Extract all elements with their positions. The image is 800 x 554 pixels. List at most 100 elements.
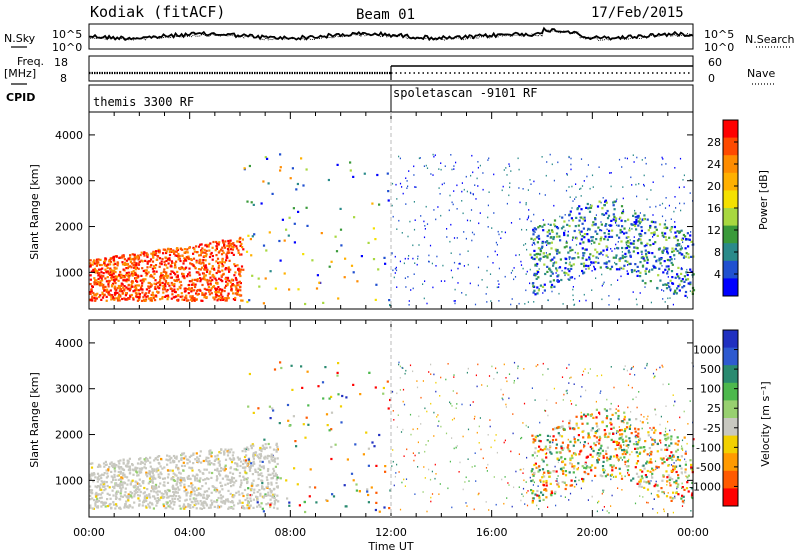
echo-cell <box>367 493 370 497</box>
echo-cell <box>211 254 214 258</box>
echo-cell <box>227 500 230 503</box>
echo-cell <box>459 253 461 256</box>
echo-cell <box>238 457 241 460</box>
echo-cell <box>236 240 239 243</box>
echo-cell <box>679 157 682 160</box>
echo-cell <box>659 262 662 265</box>
echo-cell <box>243 469 246 472</box>
echo-cell <box>647 422 649 424</box>
echo-cell <box>477 161 479 163</box>
echo-cell <box>100 298 103 301</box>
echo-cell <box>197 268 201 271</box>
echo-cell <box>636 274 639 277</box>
echo-cell <box>214 296 217 299</box>
echo-cell <box>106 492 109 495</box>
echo-cell <box>667 457 670 460</box>
echo-cell <box>226 294 229 297</box>
echo-cell <box>112 272 115 275</box>
echo-cell <box>104 257 107 260</box>
echo-cell <box>531 454 534 457</box>
echo-cell <box>530 256 533 259</box>
echo-cell <box>334 235 337 238</box>
echo-cell <box>138 470 141 473</box>
echo-cell <box>125 500 128 503</box>
echo-cell <box>601 374 603 377</box>
echo-cell <box>625 465 628 468</box>
echo-cell <box>256 498 259 501</box>
echo-cell <box>227 268 230 271</box>
echo-cell <box>276 485 279 488</box>
echo-cell <box>297 210 300 213</box>
echo-cell <box>257 455 260 459</box>
echo-cell <box>597 429 599 431</box>
echo-cell <box>89 265 92 268</box>
echo-cell <box>579 441 581 444</box>
echo-cell <box>153 272 156 276</box>
echo-cell <box>670 258 673 261</box>
echo-cell <box>209 242 212 245</box>
echo-cell <box>242 268 245 271</box>
echo-cell <box>326 424 329 427</box>
echo-cell <box>134 268 137 271</box>
echo-cell <box>557 461 559 464</box>
echo-cell <box>568 270 571 273</box>
echo-cell <box>195 292 198 295</box>
echo-cell <box>140 468 143 471</box>
echo-cell <box>655 468 657 471</box>
echo-cell <box>149 496 152 499</box>
echo-cell <box>258 448 261 451</box>
echo-cell <box>99 284 102 287</box>
echo-cell <box>223 244 226 247</box>
echo-cell <box>556 249 559 252</box>
echo-cell <box>621 475 623 477</box>
echo-cell <box>626 240 629 243</box>
echo-cell <box>210 455 213 458</box>
echo-cell <box>152 469 155 472</box>
echo-cell <box>680 267 683 269</box>
echo-cell <box>218 451 221 454</box>
echo-cell <box>190 290 193 293</box>
echo-cell <box>618 236 621 239</box>
echo-cell <box>115 278 118 281</box>
echo-cell <box>214 468 217 471</box>
echo-cell <box>532 257 535 260</box>
echo-cell <box>578 205 581 208</box>
echo-cell <box>122 474 125 477</box>
echo-cell <box>244 450 247 453</box>
echo-cell <box>658 257 661 260</box>
echo-cell <box>671 455 673 457</box>
echo-cell <box>624 157 626 159</box>
echo-cell <box>505 377 507 379</box>
echo-cell <box>553 179 555 182</box>
echo-cell <box>335 250 339 253</box>
echo-cell <box>251 274 254 277</box>
echo-cell <box>272 474 275 478</box>
echo-cell <box>156 290 159 293</box>
echo-cell <box>356 280 359 283</box>
echo-cell <box>377 268 380 271</box>
echo-cell <box>241 501 244 504</box>
echo-cell <box>494 439 496 442</box>
echo-cell <box>111 296 114 299</box>
echo-cell <box>392 449 394 451</box>
echo-cell <box>259 460 262 463</box>
echo-cell <box>629 242 632 245</box>
echo-cell <box>571 257 574 260</box>
echo-cell <box>105 469 108 472</box>
echo-cell <box>222 273 225 276</box>
echo-cell <box>573 465 576 468</box>
echo-cell <box>578 453 581 456</box>
echo-cell <box>586 229 589 232</box>
echo-cell <box>270 481 273 484</box>
echo-cell <box>586 422 589 425</box>
echo-cell <box>112 503 116 506</box>
echo-cell <box>581 465 584 468</box>
echo-cell <box>659 432 662 435</box>
echo-cell <box>548 267 551 270</box>
echo-cell <box>193 297 196 300</box>
echo-cell <box>352 479 355 482</box>
echo-cell <box>164 281 167 284</box>
echo-cell <box>547 368 549 370</box>
echo-cell <box>92 499 96 502</box>
echo-cell <box>632 242 635 245</box>
